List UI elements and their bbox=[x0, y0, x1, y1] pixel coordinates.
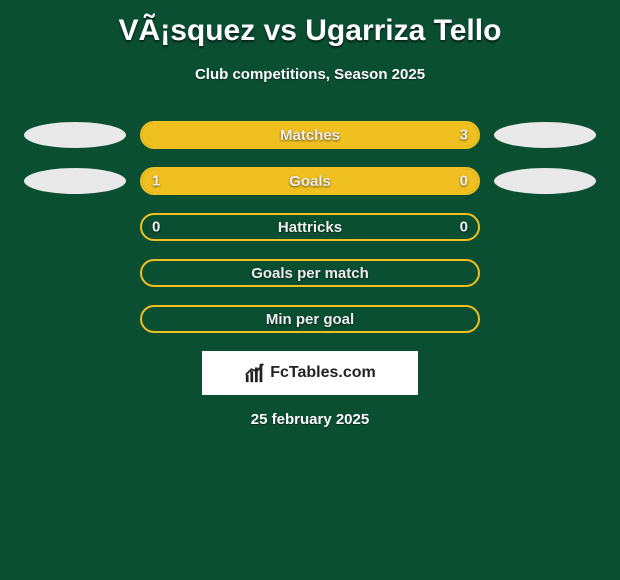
stat-row: Goals per match bbox=[0, 259, 620, 287]
stat-label: Goals bbox=[289, 173, 331, 190]
stat-bar: Goals per match bbox=[140, 259, 480, 287]
left-slot bbox=[10, 168, 140, 194]
stat-label: Matches bbox=[280, 127, 340, 144]
chart-icon bbox=[244, 362, 266, 384]
footer-date: 25 february 2025 bbox=[0, 411, 620, 428]
stat-row: Hattricks 0 0 bbox=[0, 213, 620, 241]
fill-left bbox=[142, 169, 404, 193]
stat-bar: Goals 1 0 bbox=[140, 167, 480, 195]
avatar-ellipse-left bbox=[24, 168, 126, 194]
stat-value-right: 3 bbox=[460, 127, 468, 144]
stat-row: Goals 1 0 bbox=[0, 167, 620, 195]
stat-label: Goals per match bbox=[251, 265, 369, 282]
avatar-ellipse-left bbox=[24, 122, 126, 148]
stat-row: Min per goal bbox=[0, 305, 620, 333]
stat-bar: Min per goal bbox=[140, 305, 480, 333]
page-subtitle: Club competitions, Season 2025 bbox=[0, 66, 620, 83]
footer-logo: FcTables.com bbox=[202, 351, 418, 395]
stat-rows: Matches 3 Goals 1 0 Hattricks 0 0 Goals per matc… bbox=[0, 121, 620, 333]
avatar-ellipse-right bbox=[494, 122, 596, 148]
stat-bar: Matches 3 bbox=[140, 121, 480, 149]
right-slot bbox=[480, 122, 610, 148]
stat-row: Matches 3 bbox=[0, 121, 620, 149]
brand-text: FcTables.com bbox=[270, 364, 376, 382]
page-title: VÃ¡squez vs Ugarriza Tello bbox=[0, 0, 620, 48]
stat-bar: Hattricks 0 0 bbox=[140, 213, 480, 241]
stat-label: Hattricks bbox=[278, 219, 342, 236]
stat-label: Min per goal bbox=[266, 311, 354, 328]
left-slot bbox=[10, 122, 140, 148]
stat-value-right: 0 bbox=[460, 219, 468, 236]
stat-value-left: 0 bbox=[152, 219, 160, 236]
avatar-ellipse-right bbox=[494, 168, 596, 194]
stat-value-right: 0 bbox=[460, 173, 468, 190]
right-slot bbox=[480, 168, 610, 194]
stat-value-left: 1 bbox=[152, 173, 160, 190]
